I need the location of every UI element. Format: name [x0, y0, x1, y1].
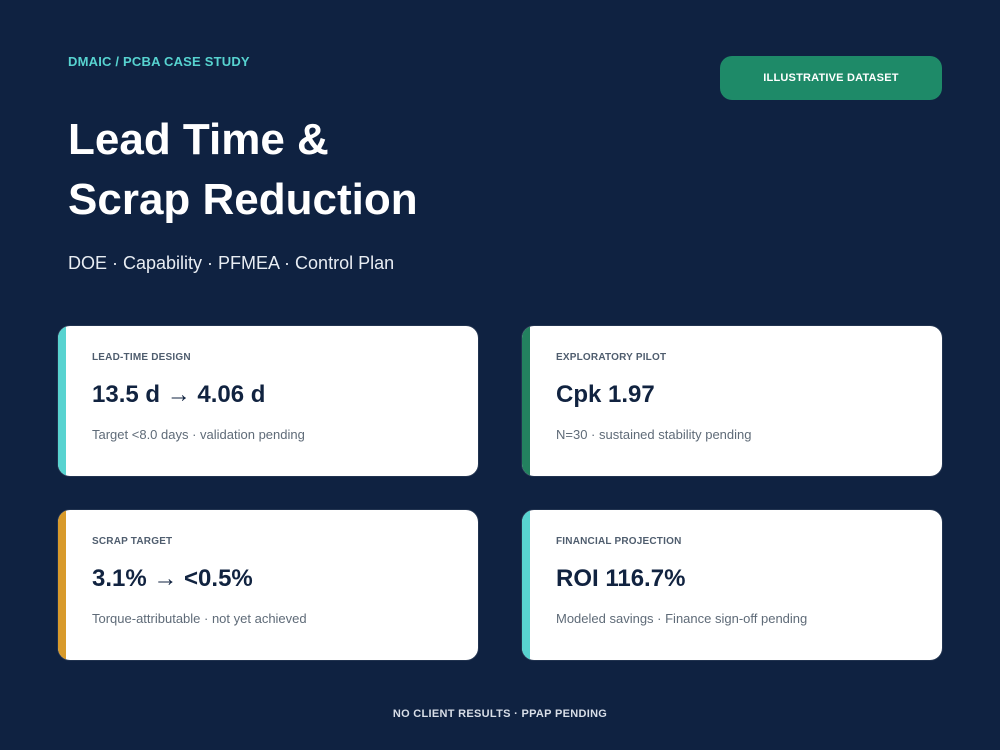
- page-title: Lead Time & Scrap Reduction: [68, 110, 668, 230]
- card-label: SCRAP TARGET: [92, 536, 173, 547]
- card-label: FINANCIAL PROJECTION: [556, 536, 682, 547]
- title-line-1: Lead Time &: [68, 115, 329, 164]
- financial-projection-card: FINANCIAL PROJECTION ROI 116.7% Modeled …: [522, 510, 942, 660]
- scrap-target-card: SCRAP TARGET 3.1% → <0.5% Torque-attribu…: [58, 510, 478, 660]
- card-value: ROI 116.7%: [556, 565, 686, 592]
- title-line-2: Scrap Reduction: [68, 175, 418, 224]
- exploratory-pilot-card: EXPLORATORY PILOT Cpk 1.97 N=30 · sustai…: [522, 326, 942, 476]
- method-subtitle: DOE · Capability · PFMEA · Control Plan: [68, 253, 395, 273]
- card-accent-bar: [522, 326, 530, 476]
- illustrative-dataset-badge: ILLUSTRATIVE DATASET: [720, 56, 942, 100]
- card-value: 13.5 d → 4.06 d: [92, 381, 266, 408]
- card-accent-bar: [58, 326, 66, 476]
- card-label: LEAD-TIME DESIGN: [92, 352, 191, 363]
- card-value: 3.1% → <0.5%: [92, 565, 253, 592]
- card-accent-bar: [58, 510, 66, 660]
- lead-time-design-card: LEAD-TIME DESIGN 13.5 d → 4.06 d Target …: [58, 326, 478, 476]
- card-label: EXPLORATORY PILOT: [556, 352, 667, 363]
- card-note: Torque-attributable · not yet achieved: [92, 611, 307, 626]
- card-value: Cpk 1.97: [556, 381, 655, 408]
- footer-status: NO CLIENT RESULTS · PPAP PENDING: [392, 708, 608, 720]
- card-note: Modeled savings · Finance sign-off pendi…: [556, 611, 808, 626]
- card-accent-bar: [522, 510, 530, 660]
- case-study-eyebrow: DMAIC / PCBA CASE STUDY: [68, 54, 250, 69]
- card-note: N=30 · sustained stability pending: [556, 427, 752, 442]
- card-note: Target <8.0 days · validation pending: [92, 427, 305, 442]
